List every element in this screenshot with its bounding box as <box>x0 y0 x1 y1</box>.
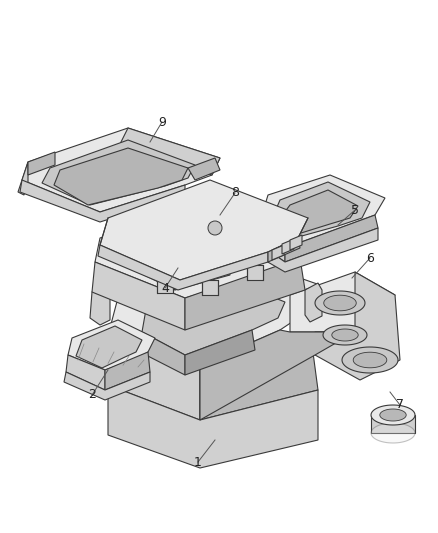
Polygon shape <box>371 423 415 443</box>
Polygon shape <box>90 285 110 325</box>
Polygon shape <box>315 291 365 315</box>
Polygon shape <box>247 265 263 280</box>
Text: 1: 1 <box>194 456 202 469</box>
Text: 9: 9 <box>158 116 166 128</box>
Polygon shape <box>200 330 355 420</box>
Polygon shape <box>282 239 294 254</box>
Polygon shape <box>258 175 385 248</box>
Circle shape <box>208 221 222 235</box>
Polygon shape <box>140 332 185 375</box>
Polygon shape <box>371 405 415 425</box>
Polygon shape <box>285 215 378 262</box>
Polygon shape <box>105 352 150 390</box>
Polygon shape <box>22 128 220 212</box>
Polygon shape <box>140 215 258 272</box>
Text: 8: 8 <box>231 187 239 199</box>
Polygon shape <box>380 409 406 421</box>
Polygon shape <box>371 415 415 433</box>
Polygon shape <box>305 283 322 322</box>
Polygon shape <box>185 258 305 330</box>
Polygon shape <box>108 328 200 420</box>
Polygon shape <box>42 140 195 205</box>
Polygon shape <box>92 262 185 330</box>
Polygon shape <box>157 278 173 293</box>
Polygon shape <box>95 200 310 298</box>
Polygon shape <box>272 245 284 260</box>
Polygon shape <box>54 148 188 205</box>
Text: 5: 5 <box>351 204 359 216</box>
Polygon shape <box>108 385 318 468</box>
Polygon shape <box>175 256 230 290</box>
Polygon shape <box>275 190 358 238</box>
Polygon shape <box>118 128 220 175</box>
Polygon shape <box>18 162 28 195</box>
Text: 6: 6 <box>366 252 374 264</box>
Polygon shape <box>28 152 55 175</box>
Polygon shape <box>188 158 220 180</box>
Polygon shape <box>315 272 400 380</box>
Polygon shape <box>332 329 358 341</box>
Text: 7: 7 <box>396 399 404 411</box>
Polygon shape <box>290 235 302 250</box>
Polygon shape <box>342 347 398 373</box>
Polygon shape <box>290 272 395 332</box>
Polygon shape <box>324 295 356 311</box>
Polygon shape <box>254 228 378 272</box>
Polygon shape <box>268 238 300 262</box>
Polygon shape <box>76 326 142 368</box>
Polygon shape <box>20 180 185 222</box>
Polygon shape <box>66 355 105 390</box>
Polygon shape <box>100 180 308 280</box>
Polygon shape <box>202 280 218 295</box>
Text: 4: 4 <box>161 281 169 295</box>
Polygon shape <box>256 228 285 262</box>
Polygon shape <box>138 255 175 290</box>
Polygon shape <box>64 372 150 400</box>
Polygon shape <box>185 330 255 375</box>
Polygon shape <box>142 272 285 355</box>
Polygon shape <box>110 250 320 365</box>
Polygon shape <box>200 330 318 420</box>
Polygon shape <box>353 352 387 368</box>
Polygon shape <box>98 245 268 290</box>
Polygon shape <box>323 325 367 345</box>
Polygon shape <box>68 320 155 370</box>
Text: 2: 2 <box>88 389 96 401</box>
Polygon shape <box>268 182 370 242</box>
